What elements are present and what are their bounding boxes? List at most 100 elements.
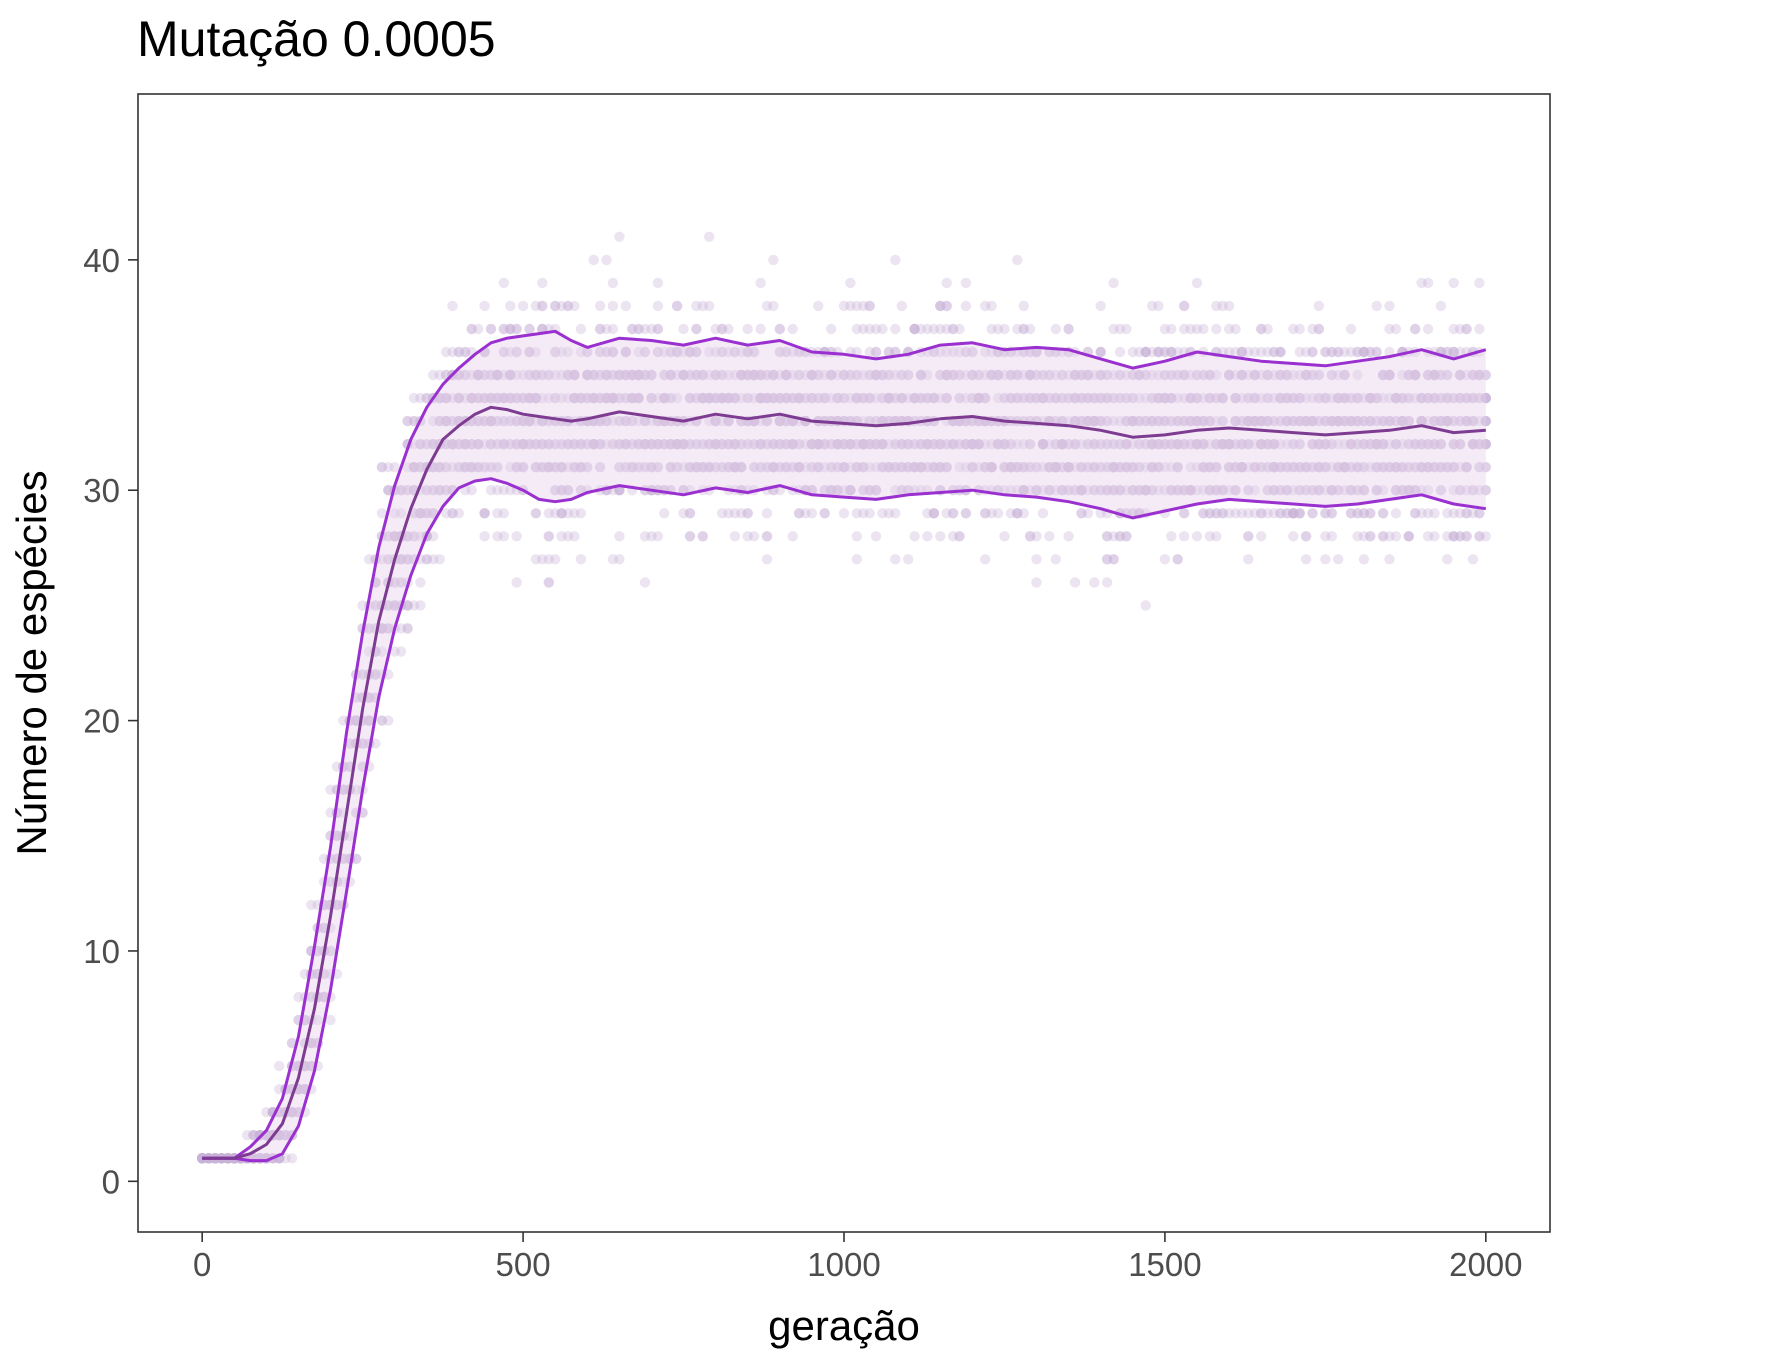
scatter-point [261, 1107, 272, 1118]
scatter-point [973, 439, 984, 450]
scatter-point [723, 392, 734, 404]
scatter-point [473, 415, 484, 427]
scatter-point [440, 415, 452, 427]
scatter-point [1005, 462, 1017, 473]
scatter-point [550, 346, 561, 358]
scatter-point [697, 439, 708, 450]
scatter-point [1024, 392, 1036, 404]
scatter-point [890, 462, 901, 473]
scatter-point [832, 485, 843, 496]
scatter-point [466, 462, 477, 473]
scatter-point [582, 369, 593, 381]
scatter-point [498, 392, 509, 404]
scatter-point [331, 830, 343, 841]
scatter-point [357, 738, 368, 749]
scatter-point [1063, 462, 1074, 473]
scatter-point [973, 439, 984, 450]
scatter-point [947, 439, 959, 450]
scatter-point [1031, 346, 1042, 358]
scatter-point [517, 415, 529, 427]
scatter-point [389, 600, 400, 611]
scatter-point [479, 415, 490, 427]
scatter-point [793, 462, 805, 473]
scatter-point [1101, 369, 1113, 381]
scatter-point [517, 439, 529, 450]
scatter-point [928, 508, 940, 519]
scatter-point [723, 392, 734, 404]
scatter-point [1037, 439, 1049, 450]
scatter-point [903, 462, 914, 473]
scatter-point [1089, 415, 1100, 427]
scatter-point [755, 323, 766, 335]
scatter-point [434, 554, 445, 565]
scatter-point [614, 439, 625, 450]
scatter-point [1429, 531, 1440, 542]
scatter-point [915, 392, 927, 404]
scatter-point [485, 415, 497, 427]
scatter-point [524, 369, 535, 381]
scatter-point [550, 508, 561, 519]
scatter-point [761, 415, 773, 427]
scatter-point [768, 369, 779, 381]
scatter-point [517, 392, 529, 404]
scatter-point [569, 392, 580, 404]
scatter-point [710, 369, 721, 381]
scatter-point [447, 439, 458, 450]
scatter-point [870, 439, 882, 450]
scatter-point [627, 439, 638, 450]
scatter-point [485, 415, 497, 427]
scatter-point [1069, 485, 1081, 496]
scatter-point [761, 531, 773, 542]
scatter-point [511, 323, 522, 335]
scatter-point [325, 876, 336, 887]
scatter-point [1108, 462, 1119, 473]
scatter-point [960, 392, 972, 404]
y-tick-label: 30 [83, 472, 120, 509]
scatter-point [864, 439, 875, 450]
scatter-point [787, 439, 798, 450]
scatter-point [408, 415, 420, 427]
scatter-point [286, 1107, 298, 1118]
scatter-point [652, 462, 664, 473]
scatter-point [537, 439, 548, 450]
scatter-point [1076, 462, 1087, 473]
scatter-point [986, 462, 997, 473]
scatter-point [986, 323, 997, 335]
scatter-point [684, 346, 696, 358]
scatter-point [582, 346, 593, 358]
scatter-point [697, 392, 708, 404]
scatter-point [1089, 439, 1100, 450]
scatter-point [845, 485, 856, 496]
scatter-point [517, 462, 529, 473]
scatter-point [466, 462, 477, 473]
scatter-point [935, 462, 946, 473]
scatter-point [1191, 277, 1203, 289]
scatter-point [1024, 439, 1036, 450]
scatter-point [858, 485, 869, 496]
scatter-point [447, 439, 458, 450]
scatter-point [806, 439, 818, 450]
scatter-point [697, 462, 708, 473]
scatter-point [434, 392, 445, 404]
scatter-point [671, 439, 683, 450]
scatter-point [1044, 462, 1055, 473]
scatter-point [505, 369, 516, 381]
scatter-point [530, 462, 542, 473]
scatter-point [915, 392, 927, 404]
scatter-point [806, 439, 818, 450]
scatter-point [781, 439, 792, 450]
scatter-point [665, 369, 676, 381]
scatter-point [473, 369, 484, 381]
scatter-point [1037, 439, 1049, 450]
scatter-point [562, 369, 574, 381]
scatter-point [447, 508, 458, 519]
scatter-point [748, 462, 760, 473]
scatter-point [1114, 462, 1126, 473]
scatter-point [376, 508, 388, 519]
scatter-point [543, 439, 554, 450]
scatter-point [498, 277, 509, 289]
scatter-point [1069, 415, 1081, 427]
scatter-point [1345, 323, 1357, 335]
scatter-point [517, 439, 529, 450]
scatter-point [460, 462, 471, 473]
